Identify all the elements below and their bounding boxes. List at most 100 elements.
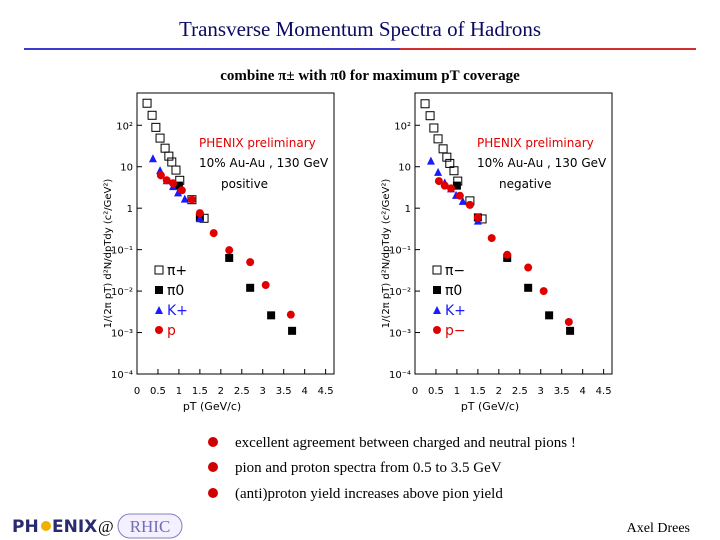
x-tick-label: 1 [176, 386, 182, 397]
y-tick-label: 10⁻¹ [111, 246, 133, 257]
logo-at: @ [98, 517, 114, 536]
marker [458, 196, 467, 205]
bullet-dot [208, 437, 218, 447]
legend-label: p [167, 323, 176, 339]
marker [425, 111, 435, 121]
marker [455, 191, 464, 200]
legend-label: K+ [167, 303, 188, 319]
marker [429, 123, 439, 133]
bullet: pion and proton spectra from 0.5 to 3.5 … [235, 460, 502, 476]
marker [187, 195, 196, 204]
bullet: (anti)proton yield increases above pion … [235, 486, 503, 502]
x-tick-label: 2 [496, 386, 502, 397]
x-tick-label: 4.5 [318, 386, 334, 397]
marker [180, 194, 189, 203]
legend-label: K+ [445, 303, 466, 319]
legend-marker [155, 306, 163, 314]
marker [434, 167, 443, 176]
legend-marker [433, 306, 441, 314]
marker [171, 165, 181, 175]
x-tick-label: 1.5 [470, 386, 486, 397]
x-tick-label: 3.5 [276, 386, 292, 397]
marker [426, 156, 435, 165]
annotation: positive [221, 177, 268, 191]
marker [160, 143, 170, 153]
marker [539, 287, 548, 296]
marker [524, 283, 533, 292]
marker [449, 166, 459, 176]
annotation: 10% Au-Au , 130 GeV [199, 156, 329, 170]
marker [473, 213, 482, 222]
marker [445, 158, 455, 168]
plot-frame [136, 92, 335, 375]
legend-label: π0 [167, 283, 184, 299]
annotation: PHENIX preliminary [199, 136, 316, 150]
legend-marker [154, 265, 164, 275]
y-tick-label: 10⁻³ [111, 329, 133, 340]
marker [147, 110, 157, 120]
marker [442, 152, 452, 162]
marker [177, 186, 186, 195]
marker [564, 317, 573, 326]
y-tick-label: 1 [405, 204, 411, 215]
marker [288, 326, 297, 335]
marker [162, 176, 171, 185]
marker [465, 200, 474, 209]
annotation: 10% Au-Au , 130 GeV [477, 156, 607, 170]
x-axis-label: pT (GeV/c) [183, 400, 241, 413]
x-tick-label: 3.5 [554, 386, 570, 397]
plot-frame [414, 92, 613, 375]
y-tick-label: 10⁻² [389, 287, 411, 298]
legend-label: π0 [445, 283, 462, 299]
marker [155, 133, 165, 143]
marker [142, 98, 152, 108]
marker [156, 171, 165, 180]
y-tick-label: 10 [120, 163, 133, 174]
y-tick-label: 10⁻¹ [389, 246, 411, 257]
y-tick-label: 10⁻³ [389, 329, 411, 340]
marker [267, 311, 276, 320]
x-tick-label: 3 [538, 386, 544, 397]
logo-star [41, 521, 51, 531]
marker [195, 209, 204, 218]
marker [286, 310, 295, 319]
footer-author: Axel Drees [627, 521, 690, 536]
marker [174, 181, 183, 190]
marker [174, 188, 183, 197]
y-axis-label: 1/(2π pT) d²N/dpTdy (c²/GeV²) [103, 179, 114, 329]
bullet-list: excellent agreement between charged and … [208, 435, 576, 502]
y-tick-label: 10 [398, 163, 411, 174]
y-tick-label: 10⁻⁴ [389, 370, 411, 381]
slide-title: Transverse Momentum Spectra of Hadrons [179, 17, 541, 41]
y-axis-label: 1/(2π pT) d²N/dpTdy (c²/GeV²) [381, 179, 392, 329]
marker [167, 157, 177, 167]
subtitle: combine π± with π0 for maximum pT covera… [220, 68, 520, 84]
logo-enix: ENIX [52, 517, 97, 537]
y-tick-label: 10⁻² [111, 287, 133, 298]
x-tick-label: 3 [260, 386, 266, 397]
logo-ph: PH [12, 517, 39, 537]
x-tick-label: 4 [579, 386, 585, 397]
marker [225, 253, 234, 262]
marker [438, 144, 448, 154]
marker [246, 258, 255, 267]
x-tick-label: 4 [301, 386, 307, 397]
marker [447, 184, 456, 193]
marker [151, 122, 161, 132]
marker [503, 250, 512, 259]
x-tick-label: 0 [412, 386, 418, 397]
marker [420, 99, 430, 109]
legend-marker [155, 286, 163, 294]
marker [195, 214, 204, 223]
marker [434, 177, 443, 186]
marker [169, 179, 178, 188]
marker [209, 229, 218, 238]
annotation: PHENIX preliminary [477, 136, 594, 150]
legend-marker [432, 265, 442, 275]
legend-label: π− [445, 263, 465, 279]
marker [524, 263, 533, 272]
x-axis-label: pT (GeV/c) [461, 400, 519, 413]
x-tick-label: 1 [454, 386, 460, 397]
legend-label: p− [445, 323, 466, 339]
